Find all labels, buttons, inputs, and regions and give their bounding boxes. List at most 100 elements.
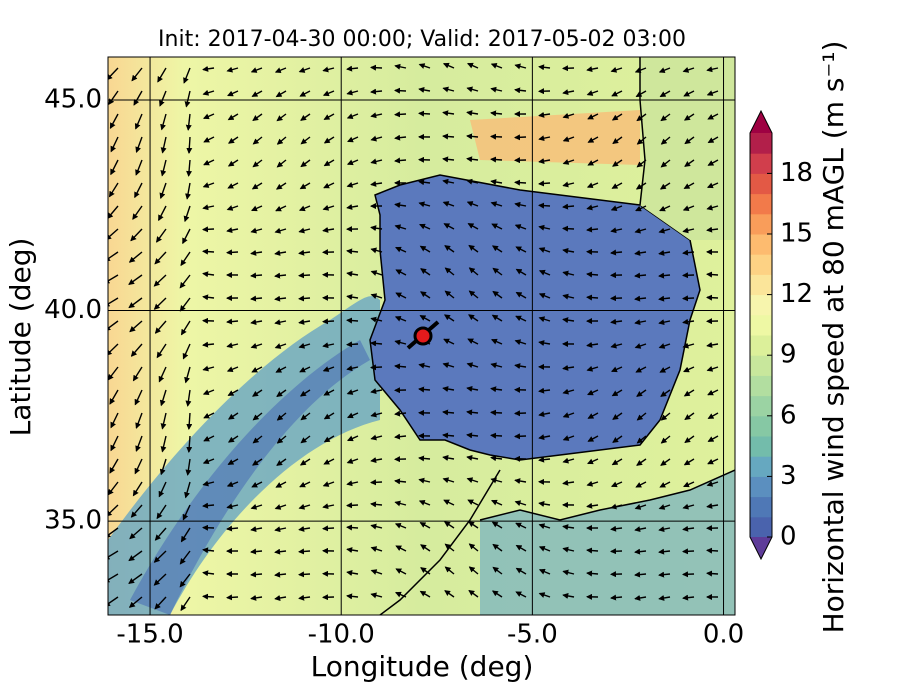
wind-arrow [683, 90, 695, 97]
wind-arrow [203, 136, 215, 143]
wind-arrow [274, 67, 287, 74]
wind-arrow [562, 270, 575, 277]
colorbar-level [750, 234, 772, 255]
y-tick-label: 45.0 [44, 84, 102, 114]
x-tick-label: -10.0 [308, 620, 375, 650]
wind-arrow [276, 389, 287, 397]
wind-arrow [444, 590, 455, 598]
wind-arrow [184, 481, 191, 499]
colorbar-level [750, 153, 772, 174]
wind-arrow [252, 159, 263, 168]
wind-arrow [394, 87, 407, 94]
wind-arrow [468, 290, 479, 299]
wind-arrow [562, 524, 575, 531]
wind-arrow [586, 570, 599, 577]
wind-arrow [370, 158, 383, 165]
wind-arrow [610, 342, 623, 349]
wind-arrow [394, 478, 407, 485]
wind-arrow [110, 136, 119, 153]
wind-arrow [202, 182, 215, 188]
wind-arrow [442, 133, 455, 140]
wind-arrow [154, 320, 167, 334]
wind-arrow [128, 297, 143, 309]
colorbar-level [750, 496, 772, 518]
colorbar-level [750, 516, 772, 538]
wind-arrow [252, 412, 263, 421]
wind-arrow [202, 271, 215, 278]
wind-arrow [636, 389, 647, 397]
wind-arrow [370, 180, 383, 187]
wind-arrow [346, 389, 359, 395]
wind-arrow [538, 568, 551, 575]
colorbar-tick-label: 18 [780, 158, 813, 188]
wind-arrow [562, 136, 575, 142]
wind-arrow [586, 226, 599, 233]
wind-arrow [346, 593, 359, 600]
wind-arrow [611, 389, 623, 397]
wind-arrow [682, 67, 695, 73]
colorbar-level [750, 213, 772, 235]
wind-arrow [370, 457, 383, 464]
wind-arrow [346, 547, 359, 554]
wind-arrow [707, 435, 719, 443]
wind-arrow [185, 113, 192, 131]
wind-arrow [153, 550, 167, 563]
wind-arrow [226, 594, 239, 601]
wind-arrow [347, 435, 359, 442]
wind-arrow [635, 90, 647, 98]
wind-arrow [227, 159, 239, 167]
wind-arrow [612, 435, 623, 443]
wind-arrow [275, 205, 287, 212]
wind-arrow [202, 226, 215, 233]
wind-arrow [636, 159, 647, 168]
wind-arrow [132, 366, 143, 382]
wind-arrow [227, 435, 239, 443]
wind-arrow [370, 364, 383, 371]
wind-arrow [514, 410, 527, 417]
wind-arrow [418, 63, 431, 69]
wind-arrow [203, 435, 215, 442]
colorbar-under [750, 537, 772, 559]
high-wind-patch [470, 110, 640, 165]
wind-arrow [128, 596, 143, 608]
wind-arrow [418, 455, 431, 462]
wind-arrow [202, 365, 215, 372]
x-axis-label: Longitude (deg) [311, 650, 534, 683]
wind-arrow [299, 90, 311, 97]
colorbar-level [750, 375, 772, 397]
wind-arrow [276, 435, 287, 444]
wind-arrow [274, 504, 287, 510]
wind-arrow [634, 295, 647, 302]
wind-arrow [274, 272, 287, 279]
wind-arrow [370, 388, 383, 395]
wind-arrow [562, 181, 575, 188]
colorbar-label: Horizontal wind speed at 80 mAGL (m s⁻¹) [817, 41, 850, 634]
wind-arrow [586, 66, 599, 73]
wind-arrow [180, 596, 191, 612]
wind-arrow [466, 110, 479, 117]
wind-arrow [159, 458, 167, 476]
wind-arrow [538, 135, 551, 142]
wind-arrow [586, 365, 599, 372]
wind-arrow [636, 136, 647, 145]
wind-arrow [468, 566, 479, 575]
wind-arrow [202, 65, 215, 72]
colorbar-level [750, 173, 772, 195]
wind-arrow [658, 571, 671, 578]
wind-arrow [202, 248, 215, 255]
wind-arrow [490, 409, 503, 416]
wind-arrow [419, 522, 431, 529]
wind-arrow [300, 412, 311, 421]
wind-arrow [250, 594, 263, 601]
wind-arrow [323, 435, 335, 443]
x-tick-label: 0.0 [703, 620, 744, 650]
wind-arrow [275, 182, 287, 190]
wind-arrow [683, 366, 695, 373]
wind-arrow [370, 135, 383, 142]
wind-arrow [658, 67, 671, 73]
wind-arrow [251, 205, 263, 212]
wind-arrow [182, 504, 191, 521]
wind-arrow [184, 366, 191, 384]
colorbar-tick-label: 0 [780, 522, 797, 552]
wind-arrow [514, 500, 527, 507]
